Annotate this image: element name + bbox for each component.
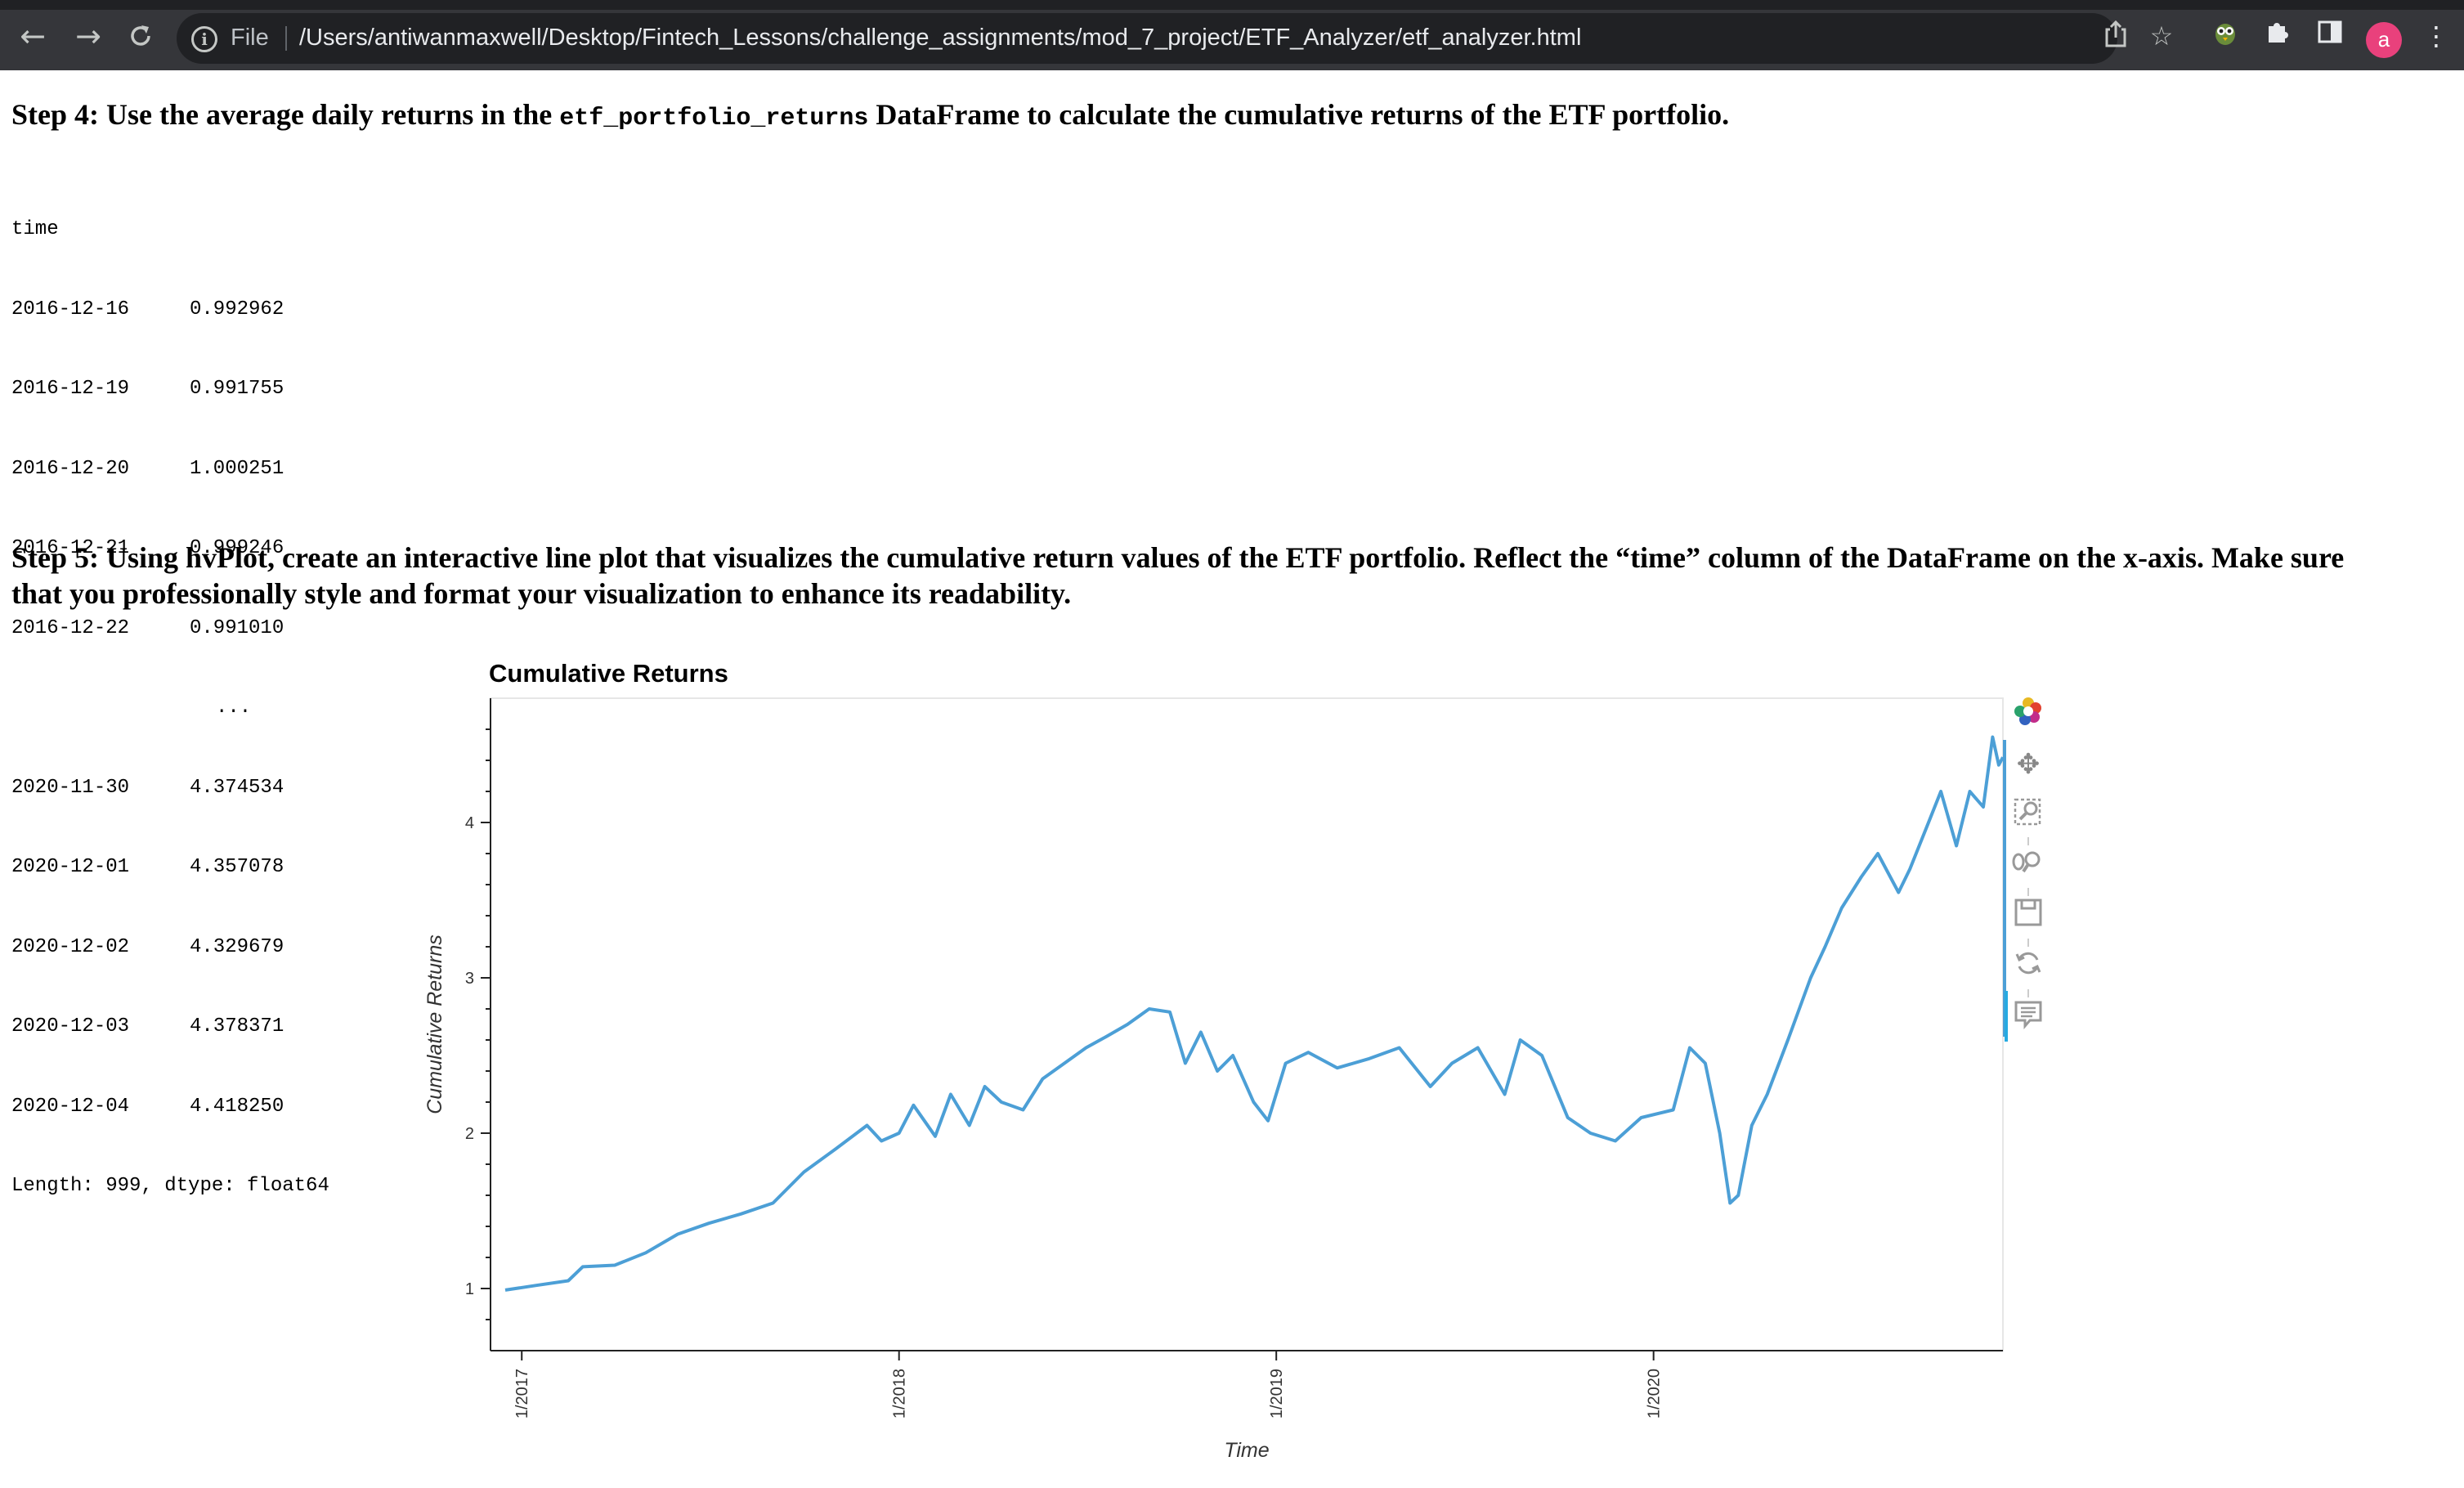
x-tick-label: 1/2020 (1646, 1369, 1664, 1419)
row-value: 0.991755 (190, 378, 284, 400)
row-date: 2020-12-04 (11, 1095, 130, 1118)
y-tick-label: 2 (465, 1125, 474, 1143)
step4-suffix: DataFrame to calculate the cumulative re… (868, 98, 1730, 131)
output-row: 2016-12-20 1.000251 (11, 456, 329, 483)
x-tick-label: 1/2019 (1268, 1369, 1286, 1419)
step4-code: etf_portfolio_returns (559, 105, 869, 132)
x-tick-label: 1/2018 (891, 1369, 909, 1419)
url-text[interactable]: /Users/antiwanmaxwell/Desktop/Fintech_Le… (299, 25, 1582, 51)
output-row: 2020-12-02 4.329679 (11, 934, 329, 961)
reload-icon[interactable] (123, 18, 159, 54)
y-tick-label: 1 (465, 1280, 474, 1298)
row-date: 2016-12-22 (11, 616, 130, 639)
avatar[interactable]: a (2366, 22, 2402, 58)
tab-strip (0, 0, 2464, 10)
forward-icon[interactable]: → (75, 18, 101, 54)
address-separator (285, 26, 287, 51)
ellipsis: ... (216, 697, 252, 719)
step4-prefix: Step 4: Use the average daily returns in… (11, 98, 560, 131)
output-row: 2020-12-01 4.357078 (11, 854, 329, 881)
puzzle-icon[interactable] (2260, 18, 2296, 54)
side-panel-icon[interactable] (2312, 18, 2348, 54)
y-axis: 1 2 3 4 (465, 698, 491, 1351)
reset-icon[interactable] (2008, 947, 2049, 988)
toolbar-separator (2027, 888, 2029, 896)
row-date: 2020-12-03 (11, 1015, 130, 1038)
plot-right-edge-marker (2003, 740, 2006, 1037)
info-icon[interactable]: i (191, 26, 217, 52)
row-date: 2016-12-20 (11, 457, 130, 480)
output-row: 2016-12-21 0.999246 (11, 536, 329, 562)
toolbar-separator (2027, 989, 2029, 997)
y-tick-label: 3 (465, 970, 474, 988)
share-icon[interactable] (2098, 20, 2134, 56)
row-value: 4.357078 (190, 856, 284, 878)
row-value: 4.418250 (190, 1095, 284, 1118)
plot-frame (490, 697, 2004, 1351)
step4-heading: Step 4: Use the average daily returns in… (11, 96, 1729, 137)
row-date: 2020-11-30 (11, 776, 130, 799)
output-row: 2016-12-16 0.992962 (11, 297, 329, 324)
plot-title: Cumulative Returns (489, 659, 728, 688)
file-label: File (231, 25, 269, 51)
hover-icon[interactable] (2008, 997, 2049, 1038)
active-tool-indicator (2005, 991, 2008, 1042)
row-date: 2016-12-19 (11, 378, 130, 400)
output-row: 2016-12-19 0.991755 (11, 376, 329, 403)
pan-icon[interactable]: ✥ (2016, 748, 2041, 781)
x-axis: 1/2017 1/2018 1/2019 1/2020 (491, 1350, 2003, 1419)
row-value: 4.374534 (190, 776, 284, 799)
output-row: 2020-12-03 4.378371 (11, 1014, 329, 1041)
star-icon[interactable]: ☆ (2149, 20, 2174, 52)
series-line (504, 735, 2005, 1292)
row-value: 0.991010 (190, 616, 284, 639)
bokeh-logo-icon[interactable] (2008, 695, 2049, 736)
address-bar[interactable]: i File /Users/antiwanmaxwell/Desktop/Fin… (177, 13, 2126, 64)
row-date: 2016-12-21 (11, 537, 130, 559)
x-axis-label: Time (1224, 1439, 1269, 1462)
back-icon[interactable]: ← (20, 18, 46, 54)
y-axis-label: Cumulative Returns (423, 934, 446, 1114)
extension-owl-icon[interactable] (2207, 18, 2243, 54)
toolbar-separator (2027, 837, 2029, 845)
y-tick-label: 4 (465, 814, 474, 832)
step5-line2: that you professionally style and format… (11, 577, 1072, 610)
step5-heading: Step 5: Using hvPlot, create an interact… (11, 540, 2344, 612)
output-row: 2016-12-22 0.991010 (11, 616, 329, 643)
wheel-zoom-icon[interactable] (2008, 845, 2049, 886)
output-row: 2020-11-30 4.374534 (11, 775, 329, 802)
row-value: 0.999246 (190, 537, 284, 559)
index-name: time (11, 218, 59, 240)
x-tick-label: 1/2017 (513, 1369, 531, 1419)
series-output: time 2016-12-16 0.992962 2016-12-19 0.9917… (11, 164, 329, 1226)
output-row: 2020-12-04 4.418250 (11, 1094, 329, 1121)
step5-line1: Step 5: Using hvPlot, create an interact… (11, 541, 2345, 574)
output-ellipsis: ... (11, 695, 329, 722)
row-date: 2016-12-16 (11, 298, 130, 320)
more-icon[interactable]: ⋮ (2423, 20, 2449, 52)
row-date: 2020-12-02 (11, 935, 130, 958)
toolbar-separator (2027, 939, 2029, 947)
box-zoom-icon[interactable] (2008, 795, 2049, 836)
row-value: 4.378371 (190, 1015, 284, 1038)
row-value: 4.329679 (190, 935, 284, 958)
row-value: 1.000251 (190, 457, 284, 480)
row-date: 2020-12-01 (11, 856, 130, 878)
browser-toolbar: ← → i File /Users/antiwanmaxwell/Desktop… (0, 0, 2464, 70)
save-icon[interactable] (2008, 896, 2049, 937)
row-value: 0.992962 (190, 298, 284, 320)
output-footer: Length: 999, dtype: float64 (11, 1175, 329, 1197)
